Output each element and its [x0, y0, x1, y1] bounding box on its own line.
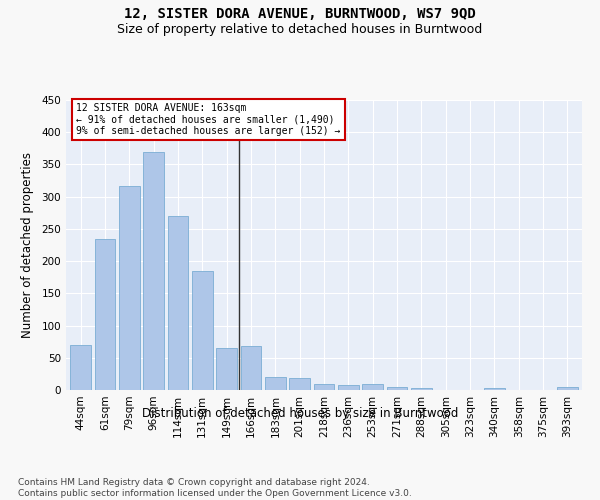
Bar	[386, 388, 407, 390]
Bar	[70, 345, 91, 390]
Bar	[192, 271, 212, 390]
Bar	[216, 348, 237, 390]
Bar	[362, 384, 383, 390]
Bar	[484, 388, 505, 390]
Bar	[314, 384, 334, 390]
Text: 12, SISTER DORA AVENUE, BURNTWOOD, WS7 9QD: 12, SISTER DORA AVENUE, BURNTWOOD, WS7 9…	[124, 8, 476, 22]
Text: Size of property relative to detached houses in Burntwood: Size of property relative to detached ho…	[118, 22, 482, 36]
Text: 12 SISTER DORA AVENUE: 163sqm
← 91% of detached houses are smaller (1,490)
9% of: 12 SISTER DORA AVENUE: 163sqm ← 91% of d…	[76, 103, 341, 136]
Bar	[338, 385, 359, 390]
Bar	[167, 216, 188, 390]
Bar	[241, 346, 262, 390]
Text: Distribution of detached houses by size in Burntwood: Distribution of detached houses by size …	[142, 408, 458, 420]
Bar	[119, 186, 140, 390]
Bar	[557, 388, 578, 390]
Text: Contains HM Land Registry data © Crown copyright and database right 2024.
Contai: Contains HM Land Registry data © Crown c…	[18, 478, 412, 498]
Bar	[143, 152, 164, 390]
Bar	[289, 378, 310, 390]
Bar	[411, 388, 432, 390]
Y-axis label: Number of detached properties: Number of detached properties	[22, 152, 34, 338]
Bar	[95, 238, 115, 390]
Bar	[265, 377, 286, 390]
